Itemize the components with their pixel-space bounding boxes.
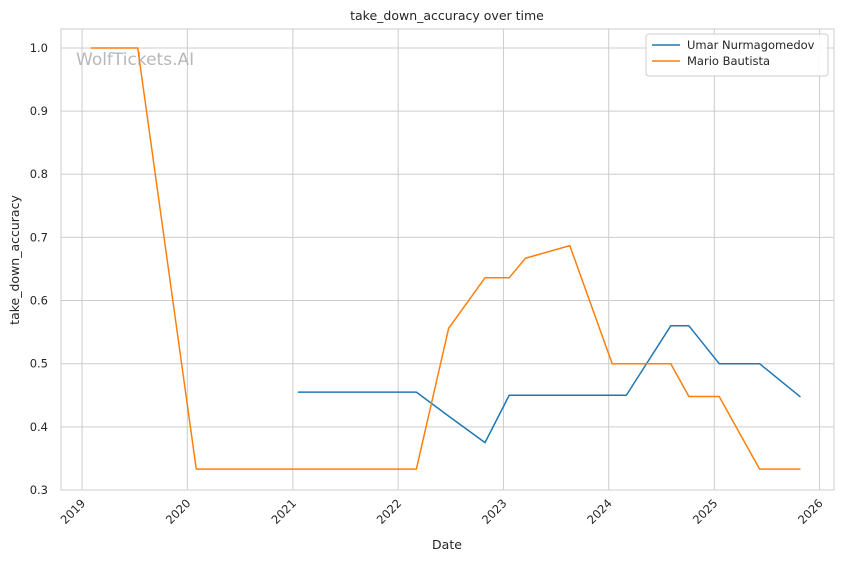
chart-title: take_down_accuracy over time — [350, 8, 544, 23]
x-tick-label: 2020 — [163, 496, 194, 527]
x-tick-label: 2022 — [374, 496, 405, 527]
y-tick-label: 0.4 — [30, 420, 48, 434]
x-tick-label: 2024 — [584, 496, 615, 527]
y-tick-label: 0.5 — [30, 357, 48, 371]
y-tick-label: 0.9 — [30, 104, 48, 118]
x-tick-label: 2026 — [795, 496, 826, 527]
y-tick-label: 1.0 — [30, 41, 48, 55]
plot-background — [61, 29, 834, 490]
y-tick-label: 0.6 — [30, 294, 48, 308]
x-tick-label: 2023 — [479, 496, 510, 527]
series-layer — [90, 47, 801, 470]
grid — [61, 29, 834, 491]
x-tick-label: 2025 — [690, 496, 721, 527]
legend: Umar Nurmagomedov Mario Bautista — [645, 33, 829, 77]
y-tick-label: 0.8 — [30, 167, 48, 181]
legend-label-1: Mario Bautista — [687, 54, 770, 68]
x-tick-label: 2019 — [58, 496, 89, 527]
series-line-0 — [297, 325, 801, 444]
y-tick-label: 0.3 — [30, 483, 48, 497]
legend-box — [645, 33, 829, 77]
x-tick-label: 2021 — [268, 496, 299, 527]
x-tick-labels: 2019 2020 2021 2022 2023 2024 2025 2026 — [58, 496, 826, 527]
y-tick-labels: 0.3 0.4 0.5 0.6 0.7 0.8 0.9 1.0 — [30, 41, 48, 497]
watermark: WolfTickets.AI — [76, 50, 194, 70]
x-axis-title: Date — [432, 537, 462, 552]
y-tick-label: 0.7 — [30, 230, 48, 244]
y-axis-title: take_down_accuracy — [7, 195, 22, 325]
plot-frame — [60, 28, 835, 491]
legend-label-0: Umar Nurmagomedov — [687, 38, 815, 52]
series-line-1 — [90, 47, 801, 470]
